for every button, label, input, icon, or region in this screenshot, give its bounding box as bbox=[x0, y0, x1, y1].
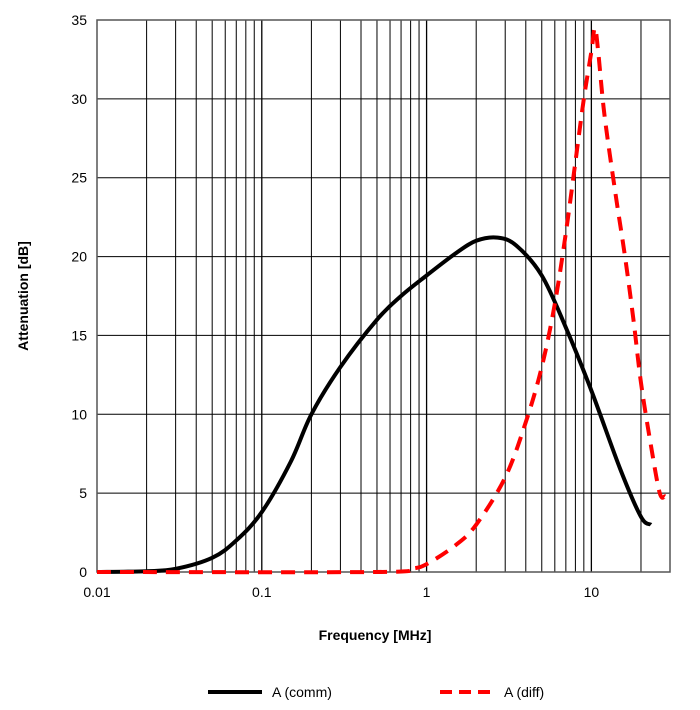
y-tick-label: 30 bbox=[71, 91, 87, 107]
series-line-0 bbox=[96, 235, 653, 574]
legend-label-diff: A (diff) bbox=[504, 684, 544, 700]
series-lines bbox=[96, 25, 668, 575]
y-tick-label: 35 bbox=[71, 12, 87, 28]
x-tick-label: 1 bbox=[423, 584, 431, 600]
y-tick-label: 5 bbox=[79, 485, 87, 501]
series-line-1 bbox=[96, 25, 668, 575]
y-tick-label: 0 bbox=[79, 564, 87, 580]
y-tick-label: 20 bbox=[71, 249, 87, 265]
y-tick-label: 10 bbox=[71, 406, 87, 422]
grid bbox=[96, 19, 671, 573]
x-axis-label: Frequency [MHz] bbox=[319, 627, 432, 643]
y-axis-label: Attenuation [dB] bbox=[15, 241, 31, 351]
legend-label-comm: A (comm) bbox=[272, 684, 332, 700]
x-tick-label: 10 bbox=[584, 584, 600, 600]
x-tick-label: 0.1 bbox=[252, 584, 272, 600]
x-tick-label: 0.01 bbox=[83, 584, 110, 600]
legend: A (comm) A (diff) bbox=[208, 684, 544, 700]
y-tick-label: 25 bbox=[71, 170, 87, 186]
y-tick-label: 15 bbox=[71, 327, 87, 343]
tick-labels: 0.01 0.1 1 10 0 5 10 15 20 25 30 35 bbox=[71, 12, 599, 600]
